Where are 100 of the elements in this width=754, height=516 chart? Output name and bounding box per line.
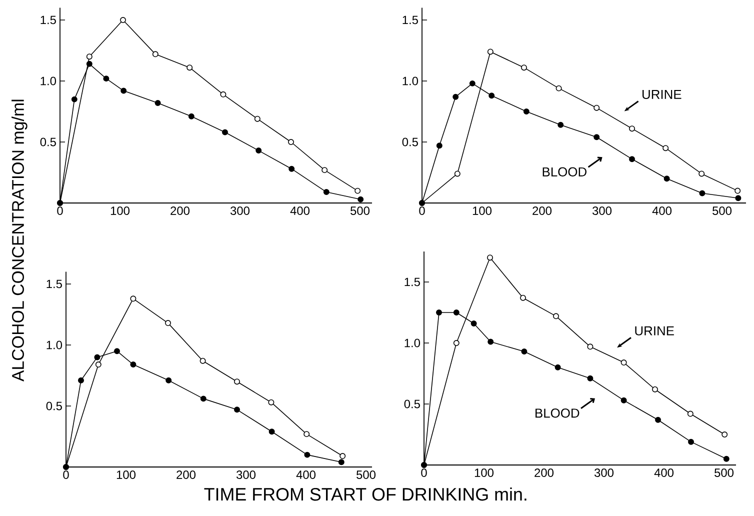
point xyxy=(664,176,670,182)
point xyxy=(453,340,460,346)
x-tick-label: 200 xyxy=(170,206,190,215)
point xyxy=(78,377,84,384)
point xyxy=(523,108,530,114)
point xyxy=(554,364,561,370)
point xyxy=(594,104,600,111)
y-tick-label: 1.5 xyxy=(46,280,62,288)
point xyxy=(698,170,705,177)
point xyxy=(304,452,310,458)
y-tick-label: 0.5 xyxy=(404,400,420,408)
point xyxy=(86,60,92,67)
y-tick-label: 1.0 xyxy=(402,76,418,86)
y-axis-title: ALCOHOL CONCENTRATION mg/ml xyxy=(12,100,28,382)
point xyxy=(340,453,346,460)
point xyxy=(130,296,136,302)
y-tick-label: 1.5 xyxy=(404,278,420,286)
point xyxy=(268,428,275,435)
text: URINE xyxy=(635,326,674,336)
point xyxy=(268,399,274,406)
point xyxy=(454,170,460,177)
x-tick-label: 200 xyxy=(176,470,196,479)
point xyxy=(354,188,361,194)
point xyxy=(220,91,226,98)
point xyxy=(521,348,528,355)
point xyxy=(288,139,294,145)
point xyxy=(234,406,240,413)
point xyxy=(587,375,594,382)
y-tick-label: 0.5 xyxy=(402,138,418,146)
x-tick-label: 300 xyxy=(594,468,614,477)
point xyxy=(323,189,330,196)
x-tick-label: 100 xyxy=(474,468,494,477)
x-tick-label: 300 xyxy=(230,206,250,215)
point xyxy=(699,190,706,196)
point xyxy=(322,167,328,174)
x-tick-label: 0 xyxy=(419,206,425,215)
x-tick-label: 0 xyxy=(57,206,63,215)
point xyxy=(94,354,100,360)
x-tick-label: 500 xyxy=(350,206,370,215)
point xyxy=(436,310,442,316)
point xyxy=(470,320,477,326)
point xyxy=(688,438,694,445)
point xyxy=(655,416,661,423)
x-tick-label: 200 xyxy=(534,468,554,477)
x-axis-title: TIME FROM START OF DRINKING min. xyxy=(204,488,526,501)
point xyxy=(200,358,206,364)
x-tick-label: 200 xyxy=(532,206,552,215)
point xyxy=(452,94,459,100)
point xyxy=(188,113,194,120)
point xyxy=(114,348,120,354)
text: URINE xyxy=(642,90,682,100)
x-tick-label: 100 xyxy=(472,206,492,215)
x-tick-label: 500 xyxy=(712,206,732,215)
y-tick-label: 1.0 xyxy=(40,76,56,86)
point xyxy=(722,432,728,438)
point xyxy=(556,85,562,92)
x-tick-label: 0 xyxy=(63,470,69,479)
x-tick-label: 400 xyxy=(652,206,672,215)
point xyxy=(521,64,527,71)
point xyxy=(358,196,364,202)
point xyxy=(629,126,635,132)
point xyxy=(558,122,564,128)
x-tick-label: 500 xyxy=(714,468,734,477)
point xyxy=(629,156,635,162)
x-tick-label: 100 xyxy=(110,206,130,215)
point xyxy=(71,96,78,102)
point xyxy=(620,397,627,404)
point xyxy=(186,64,193,71)
x-tick-label: 400 xyxy=(296,470,316,479)
point xyxy=(222,129,228,136)
point xyxy=(86,54,92,60)
point xyxy=(487,48,494,55)
x-tick-label: 500 xyxy=(356,470,376,479)
point xyxy=(256,148,262,154)
point xyxy=(304,431,310,438)
x-tick-label: 300 xyxy=(592,206,612,215)
point xyxy=(662,145,669,152)
point xyxy=(130,362,136,368)
y-tick-label: 0.5 xyxy=(40,138,56,146)
legend-label: BLOOD xyxy=(542,167,586,176)
point xyxy=(687,410,694,417)
y-tick-label: 1.0 xyxy=(46,340,62,350)
point xyxy=(95,362,102,368)
point xyxy=(735,195,742,202)
x-tick-label: 0 xyxy=(421,468,427,477)
point xyxy=(103,76,110,82)
point xyxy=(120,88,127,94)
point xyxy=(488,92,495,99)
point xyxy=(254,116,260,122)
point xyxy=(594,134,600,140)
point xyxy=(165,320,171,326)
point xyxy=(234,378,240,385)
point xyxy=(338,459,344,466)
point xyxy=(723,456,730,462)
point xyxy=(436,142,442,149)
x-tick-label: 400 xyxy=(654,468,674,477)
y-tick-label: 1.5 xyxy=(402,16,418,24)
legend-label: BLOOD xyxy=(536,408,580,418)
x-tick-label: 100 xyxy=(116,470,136,479)
point xyxy=(166,377,172,384)
